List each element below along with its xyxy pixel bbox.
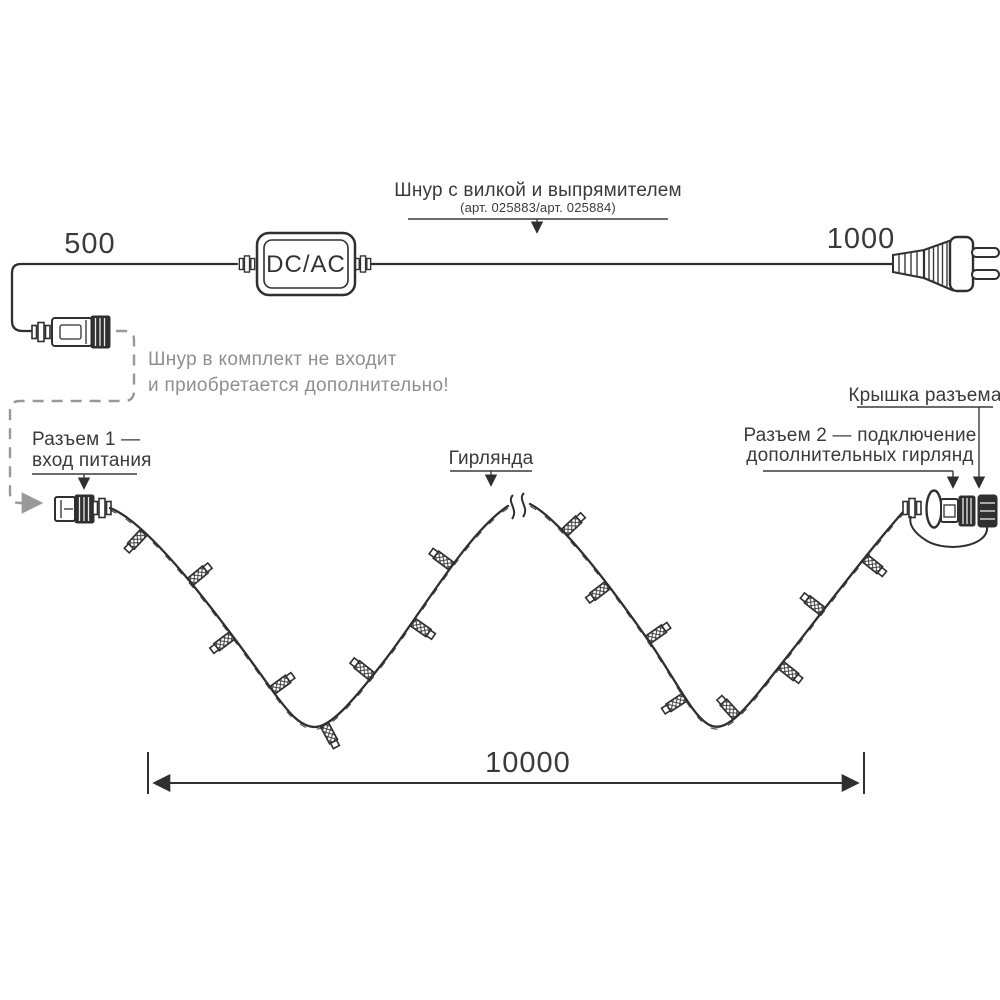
garland-connector2-boot-icon xyxy=(902,497,922,519)
cord-callout: Шнур с вилкой и выпрямителем (арт. 02588… xyxy=(394,180,682,234)
cord-connector-boot-icon xyxy=(31,321,51,343)
adapter-right-boot-icon xyxy=(354,255,372,273)
connector1-callout: Разъем 1 — вход питания xyxy=(32,429,152,490)
connector2-oring xyxy=(925,489,943,529)
garland-connector1-ribbed-cap xyxy=(74,494,95,524)
cap-label: Крышка разъема xyxy=(848,385,1000,406)
power-plug xyxy=(892,235,1000,293)
garland-length-dimension: 10000 xyxy=(147,747,865,794)
garland-connector2-ribbed-cap xyxy=(958,495,976,527)
plug-pin-top xyxy=(971,247,1000,258)
dc-ac-adapter: DC/AC xyxy=(238,231,372,297)
garland-wire-wave2 xyxy=(528,502,905,728)
garland-bulb xyxy=(427,546,455,571)
garland-connector-1 xyxy=(54,494,112,524)
note-line-1: Шнур в комплект не входит xyxy=(148,349,397,370)
cord-cable-left xyxy=(10,262,239,333)
garland-bulb xyxy=(861,553,889,579)
garland-connector1-boot-icon xyxy=(92,497,112,519)
note-line-2: и приобретается дополнительно! xyxy=(148,375,449,396)
garland-length-value: 10000 xyxy=(485,747,571,779)
garland-bulb xyxy=(660,692,688,716)
garland-bulb xyxy=(409,617,437,641)
dashed-connection-path xyxy=(8,329,136,514)
garland-bulb xyxy=(348,656,376,681)
connector2-label-line1: Разъем 2 — подключение xyxy=(743,425,976,446)
plug-pin-bottom xyxy=(971,269,1000,280)
garland-bulb xyxy=(319,722,342,750)
adapter-label: DC/AC xyxy=(266,251,346,278)
garland-bulb xyxy=(715,693,741,721)
connector-cap xyxy=(909,494,998,548)
connector2-label-line2: дополнительных гирлянд xyxy=(746,445,973,466)
garland-bulbs xyxy=(122,511,889,750)
connector1-label-line1: Разъем 1 — xyxy=(32,429,140,450)
connector1-label-line2: вход питания xyxy=(32,450,152,471)
cord-end-connector xyxy=(31,315,111,349)
cap-tether-strap xyxy=(909,515,989,548)
garland-bulb xyxy=(777,660,805,686)
cord-connector-cap xyxy=(90,315,111,349)
garland-bulb xyxy=(208,631,236,656)
garland-bulb xyxy=(560,511,587,537)
garland-connector-2 xyxy=(902,489,998,548)
power-cord-section: DC/AC 500 1000 Шнур с вилкой и выпрямите… xyxy=(8,180,1000,514)
adapter-left-boot-icon xyxy=(238,255,256,273)
garland-wire-wave1 xyxy=(108,504,510,729)
garland-callout: Гирлянда xyxy=(449,448,534,487)
cord-callout-title: Шнур с вилкой и выпрямителем xyxy=(394,180,682,201)
garland-wire-wave2-twist xyxy=(529,505,904,730)
cord-length-left: 500 xyxy=(64,228,115,260)
garland-wire-wave1-twist xyxy=(109,507,509,730)
cord-callout-subtitle: (арт. 025883/арт. 025884) xyxy=(460,200,616,215)
garland-label: Гирлянда xyxy=(449,448,534,469)
garland-bulb xyxy=(187,561,214,586)
garland-bulb xyxy=(644,620,673,645)
cap-callout: Крышка разъема xyxy=(848,385,1000,489)
garland-bulb xyxy=(269,670,297,695)
garland-bulb xyxy=(798,591,826,616)
not-included-note: Шнур в комплект не входит и приобретаетс… xyxy=(148,349,449,396)
cord-length-right: 1000 xyxy=(827,223,896,255)
connector2-callout: Разъем 2 — подключение дополнительных ги… xyxy=(743,425,976,489)
wire-break-icon xyxy=(509,492,527,520)
garland-bulb xyxy=(584,580,612,605)
garland-section: Разъем 1 — вход питания Гирлянда Разъем … xyxy=(32,385,1000,794)
garland-bulb xyxy=(122,528,148,555)
